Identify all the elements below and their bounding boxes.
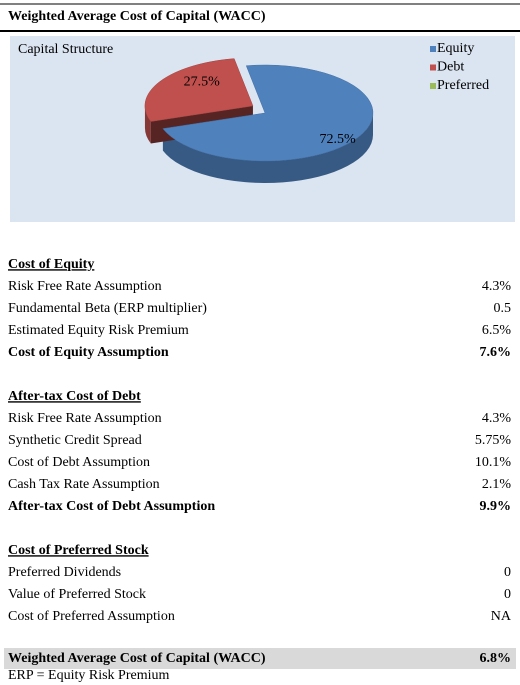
section-heading: After-tax Cost of Debt (8, 389, 141, 404)
row-label: Synthetic Credit Spread (8, 433, 142, 448)
slice-label: 27.5% (184, 75, 221, 90)
legend-label: Preferred (437, 78, 489, 93)
summary-label: Weighted Average Cost of Capital (WACC) (8, 651, 266, 666)
row-label: Risk Free Rate Assumption (8, 279, 162, 294)
slice-label: 72.5% (319, 132, 356, 147)
legend-swatch (430, 64, 436, 71)
pie-slice (162, 64, 374, 162)
row-value: 6.5% (482, 323, 512, 338)
row-value: 0 (504, 565, 511, 580)
summary-bar (4, 648, 516, 669)
summary-value: 6.8% (480, 651, 512, 666)
row-value: 4.3% (482, 279, 512, 294)
row-value: 10.1% (475, 455, 512, 470)
section-heading: Cost of Preferred Stock (8, 543, 149, 558)
row-value: NA (491, 609, 512, 624)
row-label: Cost of Preferred Assumption (8, 609, 175, 624)
total-value: 9.9% (480, 499, 512, 514)
row-label: Fundamental Beta (ERP multiplier) (8, 301, 207, 316)
legend-swatch (430, 46, 436, 52)
page-title: Weighted Average Cost of Capital (WACC) (8, 9, 266, 24)
total-label: Cost of Equity Assumption (8, 345, 169, 360)
total-value: 7.6% (480, 345, 512, 360)
row-label: Cash Tax Rate Assumption (8, 477, 160, 492)
chart-title: Capital Structure (18, 42, 113, 57)
pie-side (162, 113, 373, 184)
row-value: 0.5 (494, 301, 512, 316)
row-label: Cost of Debt Assumption (8, 455, 150, 470)
legend-label: Equity (437, 41, 474, 56)
row-label: Preferred Dividends (8, 565, 121, 580)
footnote: ERP = Equity Risk Premium (8, 668, 170, 683)
row-value: 4.3% (482, 411, 512, 426)
row-label: Estimated Equity Risk Premium (8, 323, 189, 338)
row-value: 0 (504, 587, 511, 602)
legend-label: Debt (437, 60, 464, 75)
pie-side (144, 105, 151, 144)
section-heading: Cost of Equity (8, 257, 94, 272)
row-value: 2.1% (482, 477, 512, 492)
row-label: Risk Free Rate Assumption (8, 411, 162, 426)
row-value: 5.75% (475, 433, 512, 448)
total-label: After-tax Cost of Debt Assumption (8, 499, 215, 514)
row-label: Value of Preferred Stock (8, 587, 146, 602)
legend-swatch (430, 83, 436, 89)
pie-slice (144, 58, 254, 122)
